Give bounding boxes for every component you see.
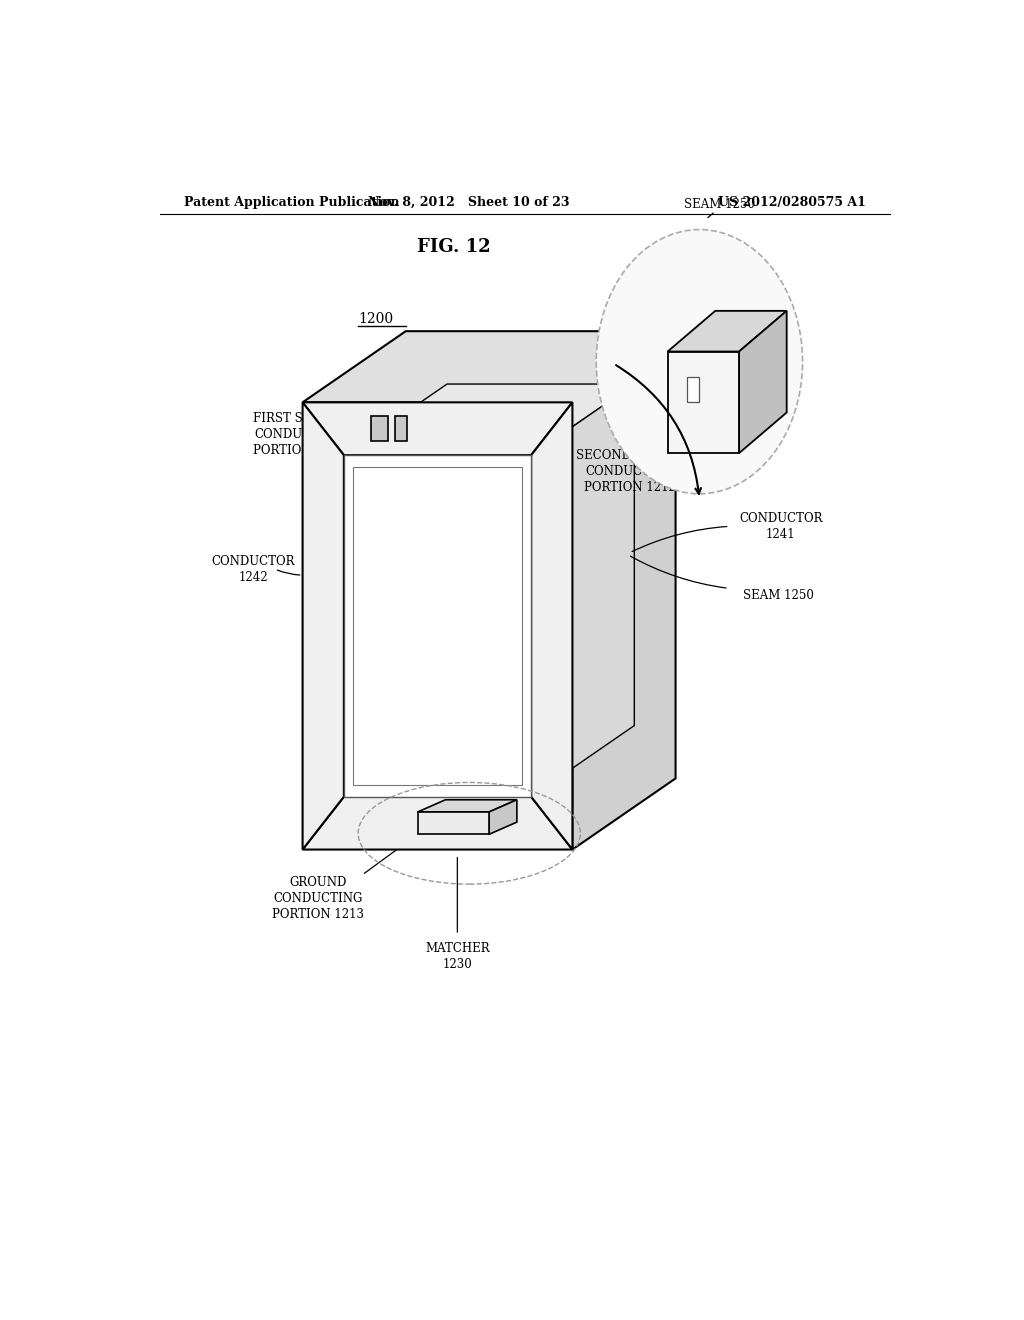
Polygon shape: [344, 455, 531, 797]
Polygon shape: [687, 378, 699, 403]
Polygon shape: [572, 331, 676, 850]
Polygon shape: [303, 331, 676, 403]
Polygon shape: [353, 467, 521, 784]
Polygon shape: [531, 403, 572, 850]
Text: SEAM 1250: SEAM 1250: [684, 198, 755, 211]
Text: CONDUCTOR
1241: CONDUCTOR 1241: [739, 512, 822, 541]
Polygon shape: [371, 416, 388, 441]
Text: SECOND SIGNAL
CONDUCTING
PORTION 1212: SECOND SIGNAL CONDUCTING PORTION 1212: [577, 449, 684, 494]
Text: MATCHER
1230: MATCHER 1230: [425, 941, 489, 970]
Polygon shape: [395, 416, 407, 441]
Polygon shape: [668, 351, 739, 453]
Polygon shape: [531, 384, 634, 797]
Circle shape: [596, 230, 803, 494]
Polygon shape: [303, 403, 344, 850]
Polygon shape: [739, 312, 786, 453]
Polygon shape: [489, 800, 517, 834]
Polygon shape: [668, 312, 786, 351]
Text: Nov. 8, 2012   Sheet 10 of 23: Nov. 8, 2012 Sheet 10 of 23: [369, 195, 570, 209]
Text: Patent Application Publication: Patent Application Publication: [183, 195, 399, 209]
Polygon shape: [344, 384, 634, 455]
Text: CAPACITOR
1220: CAPACITOR 1220: [389, 463, 462, 492]
Text: 1200: 1200: [358, 312, 393, 326]
Text: GROUND
CONDUCTING
PORTION 1213: GROUND CONDUCTING PORTION 1213: [272, 876, 365, 921]
Polygon shape: [418, 812, 489, 834]
Text: US 2012/0280575 A1: US 2012/0280575 A1: [718, 195, 866, 209]
Text: FIRST SIGNAL
CONDUCTING
PORTION 1211: FIRST SIGNAL CONDUCTING PORTION 1211: [253, 412, 344, 457]
Polygon shape: [303, 403, 572, 455]
Text: FIG. 12: FIG. 12: [417, 238, 490, 256]
Text: SEAM 1250: SEAM 1250: [743, 589, 814, 602]
Polygon shape: [303, 797, 572, 850]
Text: CONDUCTOR
1242: CONDUCTOR 1242: [211, 554, 295, 583]
Polygon shape: [418, 800, 517, 812]
